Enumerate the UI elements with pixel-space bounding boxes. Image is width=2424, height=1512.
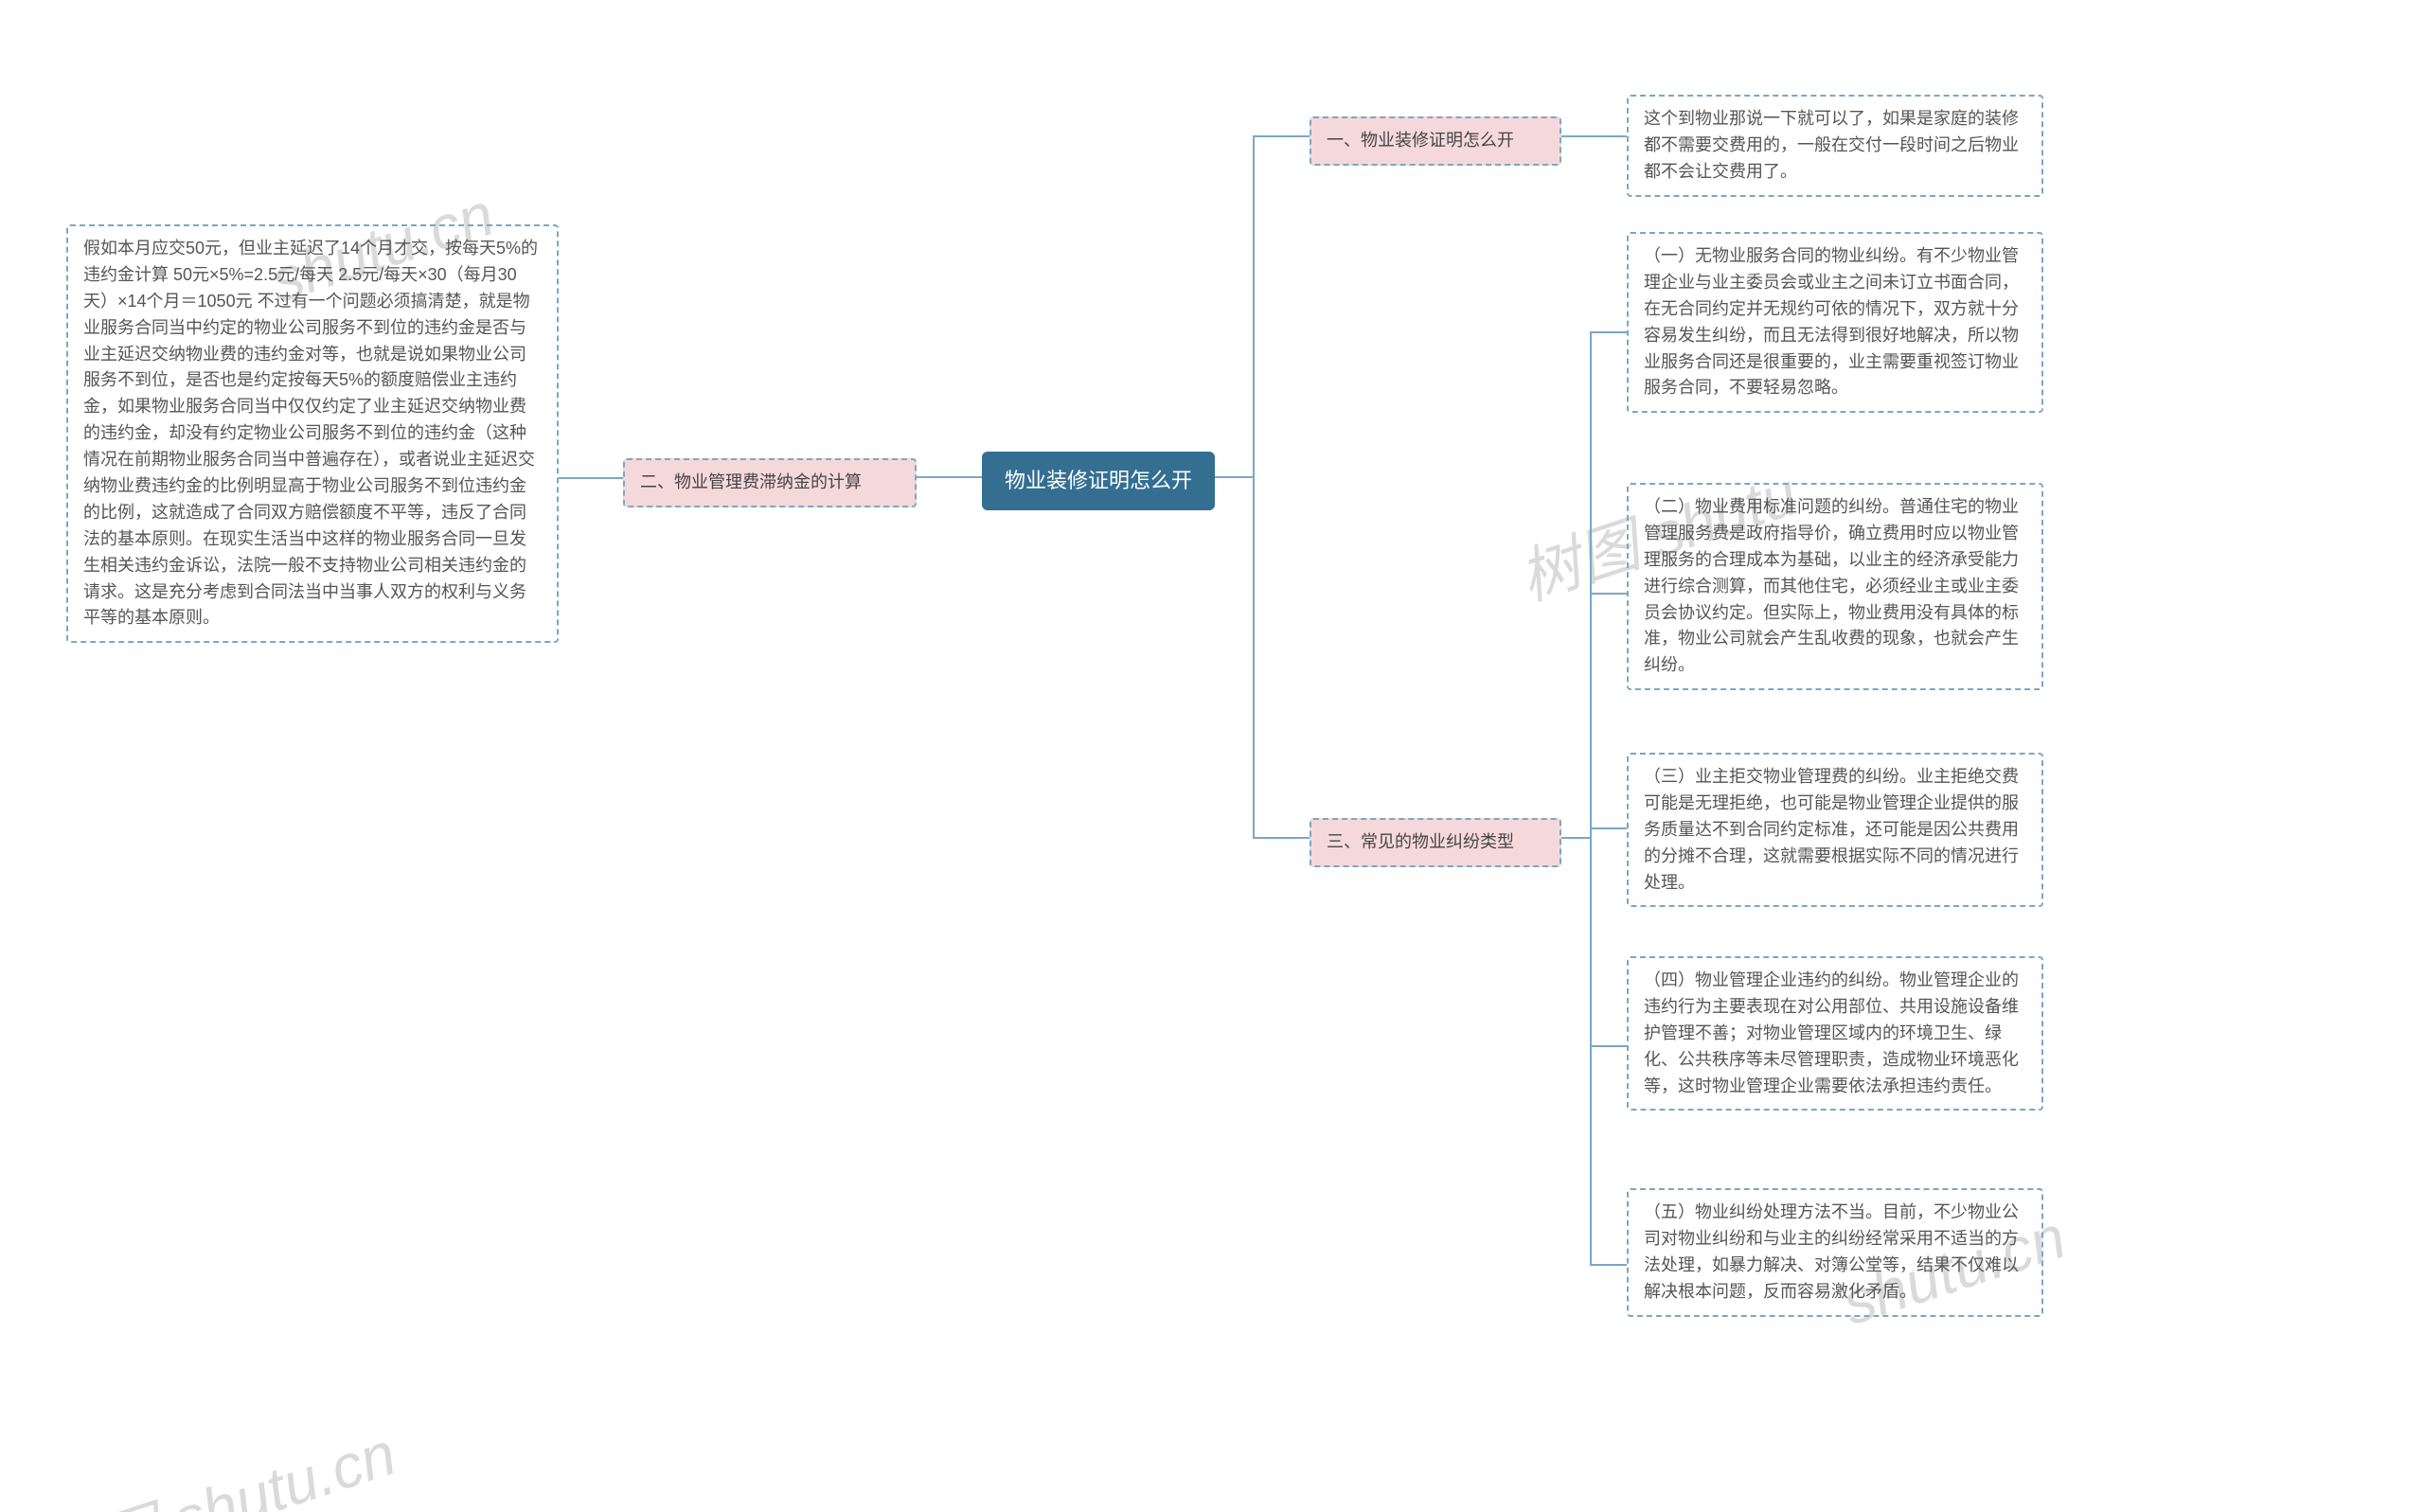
leaf-node-3-5: （五）物业纠纷处理方法不当。目前，不少物业公司对物业纠纷和与业主的纠纷经常采用不…	[1627, 1188, 2043, 1317]
connector	[1590, 593, 1627, 595]
leaf-node-1-1: 这个到物业那说一下就可以了，如果是家庭的装修都不需要交费用的，一般在交付一段时间…	[1627, 95, 2043, 197]
connector	[1561, 837, 1590, 839]
connector	[1590, 1264, 1627, 1266]
connector	[559, 477, 623, 479]
connector	[1561, 135, 1627, 137]
connector	[917, 476, 982, 478]
connector	[1253, 135, 1255, 837]
branch-node-1: 一、物业装修证明怎么开	[1310, 116, 1561, 166]
connector	[1590, 1045, 1627, 1047]
branch-node-3: 三、常见的物业纠纷类型	[1310, 818, 1561, 867]
connector	[1215, 476, 1253, 478]
leaf-node-3-4: （四）物业管理企业违约的纠纷。物业管理企业的违约行为主要表现在对公用部位、共用设…	[1627, 956, 2043, 1111]
connector	[1590, 331, 1627, 333]
root-node: 物业装修证明怎么开	[982, 452, 1215, 510]
connector	[1590, 331, 1592, 1264]
connector	[1590, 827, 1627, 829]
branch-node-2: 二、物业管理费滞纳金的计算	[623, 458, 917, 507]
leaf-node-2-1: 假如本月应交50元，但业主延迟了14个月才交，按每天5%的违约金计算 50元×5…	[66, 224, 559, 643]
leaf-node-3-1: （一）无物业服务合同的物业纠纷。有不少物业管理企业与业主委员会或业主之间未订立书…	[1627, 232, 2043, 413]
connector	[1253, 837, 1310, 839]
watermark: 图 shutu.cn	[87, 1405, 405, 1512]
leaf-node-3-2: （二）物业费用标准问题的纠纷。普通住宅的物业管理服务费是政府指导价，确立费用时应…	[1627, 483, 2043, 690]
connector	[1253, 135, 1310, 137]
leaf-node-3-3: （三）业主拒交物业管理费的纠纷。业主拒绝交费可能是无理拒绝，也可能是物业管理企业…	[1627, 753, 2043, 907]
